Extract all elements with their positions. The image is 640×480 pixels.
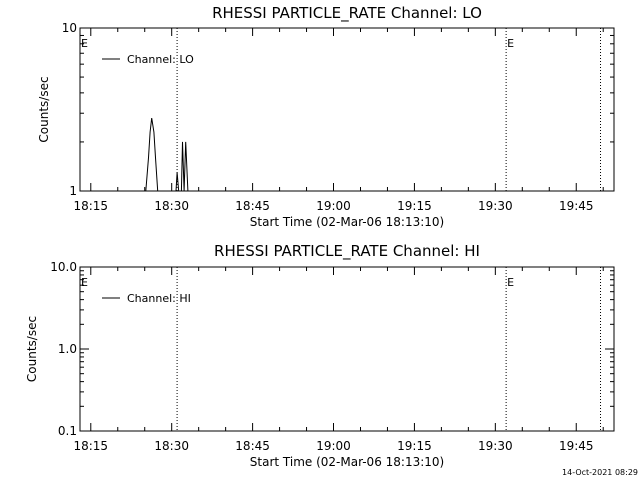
x-tick-label: 19:15 (397, 199, 432, 213)
x-tick-label: 19:30 (478, 199, 513, 213)
y-tick-label: 0.1 (58, 424, 77, 438)
x-tick-label: 18:30 (154, 439, 189, 453)
x-tick-label: 19:00 (316, 439, 351, 453)
x-tick-label: 19:00 (316, 199, 351, 213)
x-tick-label: 19:30 (478, 439, 513, 453)
chart-title: RHESSI PARTICLE_RATE Channel: LO (212, 4, 482, 23)
y-tick-label: 1 (69, 184, 77, 198)
x-tick-label: 18:15 (73, 199, 108, 213)
panel-lo: RHESSI PARTICLE_RATE Channel: LO 18:15 18:… (37, 4, 615, 229)
x-tick-label: 19:45 (559, 199, 594, 213)
x-tick-label: 19:45 (559, 439, 594, 453)
corner-marker-e: E (81, 37, 88, 50)
x-axis-label: Start Time (02-Mar-06 18:13:10) (250, 455, 444, 469)
panel-hi: RHESSI PARTICLE_RATE Channel: HI 18:15 18:… (25, 242, 615, 469)
legend-label: Channel: HI (127, 292, 191, 305)
corner-marker-e: E (81, 276, 88, 289)
x-axis-label: Start Time (02-Mar-06 18:13:10) (250, 215, 444, 229)
series-line (142, 118, 190, 192)
legend-label: Channel: LO (127, 53, 194, 66)
y-axis-label: Counts/sec (37, 76, 51, 142)
x-tick-label: 18:45 (235, 199, 270, 213)
y-tick-label: 10 (62, 21, 77, 35)
x-tick-label: 18:15 (73, 439, 108, 453)
footer-timestamp: 14-Oct-2021 08:29 (562, 468, 638, 477)
y-axis-label: Counts/sec (25, 316, 39, 382)
x-tick-label: 18:30 (154, 199, 189, 213)
y-tick-label: 10.0 (50, 260, 77, 274)
event-vline-label: E (507, 276, 514, 289)
chart-title: RHESSI PARTICLE_RATE Channel: HI (214, 242, 480, 261)
x-tick-label: 18:45 (235, 439, 270, 453)
plot-frame (79, 27, 615, 192)
y-tick-label: 1.0 (58, 342, 77, 356)
event-vline-label: E (507, 37, 514, 50)
x-tick-label: 19:15 (397, 439, 432, 453)
